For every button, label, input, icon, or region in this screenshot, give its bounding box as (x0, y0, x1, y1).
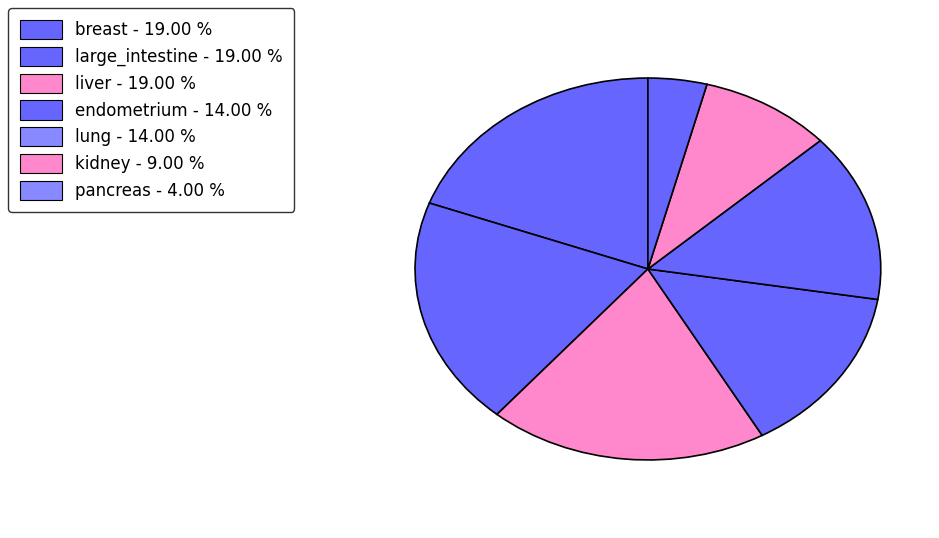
Legend: breast - 19.00 %, large_intestine - 19.00 %, liver - 19.00 %, endometrium - 14.0: breast - 19.00 %, large_intestine - 19.0… (8, 8, 294, 211)
Wedge shape (648, 84, 821, 269)
Wedge shape (648, 140, 881, 300)
Wedge shape (415, 203, 648, 414)
Wedge shape (429, 78, 648, 269)
Wedge shape (648, 78, 707, 269)
Wedge shape (648, 269, 878, 435)
Wedge shape (497, 269, 762, 460)
